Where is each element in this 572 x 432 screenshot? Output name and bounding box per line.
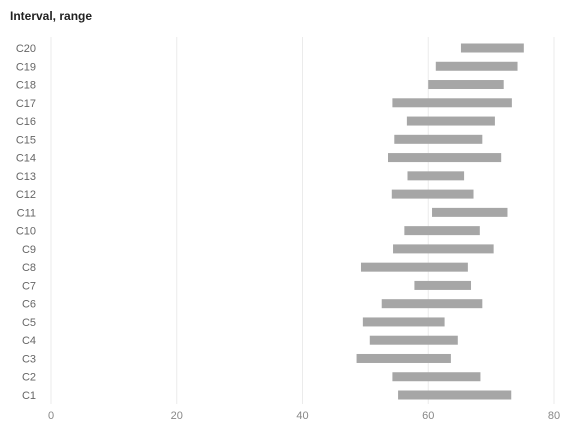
y-tick-label: C1 <box>22 390 36 402</box>
y-tick-label: C6 <box>22 299 36 311</box>
range-bar <box>392 98 512 108</box>
range-bar <box>432 207 508 217</box>
range-bar <box>388 153 502 163</box>
x-tick-label: 0 <box>48 410 54 422</box>
y-tick-label: C7 <box>22 280 36 292</box>
range-bar <box>435 61 518 71</box>
grid-lines <box>50 37 555 404</box>
y-tick-label: C9 <box>22 244 36 256</box>
y-tick-label: C3 <box>22 353 36 365</box>
range-bar <box>398 390 512 400</box>
range-bar <box>362 317 445 327</box>
y-tick-label: C16 <box>16 116 36 128</box>
range-bars <box>356 43 524 400</box>
range-bar <box>406 116 495 126</box>
y-tick-label: C5 <box>22 317 36 329</box>
y-tick-label: C18 <box>16 80 36 92</box>
y-tick-label: C10 <box>16 226 36 238</box>
x-tick-label: 80 <box>548 410 560 422</box>
range-bar <box>391 189 474 199</box>
range-bar <box>414 280 472 290</box>
y-tick-label: C19 <box>16 61 36 73</box>
range-bar <box>460 43 524 53</box>
x-tick-label: 60 <box>422 410 434 422</box>
x-tick-label: 40 <box>296 410 308 422</box>
range-bar <box>393 244 494 254</box>
y-tick-label: C11 <box>17 207 36 219</box>
y-tick-label: C14 <box>16 153 36 165</box>
range-bar <box>356 353 451 363</box>
y-tick-label: C8 <box>22 262 36 274</box>
range-bar <box>404 226 480 236</box>
range-bar <box>392 372 481 382</box>
y-axis-tick-labels: C1 C2 C3 C4 C5 C6 C7 C8 C9 C10 C11 C12 C13 C14 C15 C16 C… <box>16 43 36 402</box>
y-tick-label: C15 <box>16 134 36 146</box>
range-bar <box>407 171 465 181</box>
y-tick-label: C2 <box>22 372 36 384</box>
range-bar <box>428 80 504 90</box>
range-bar <box>381 299 483 309</box>
x-tick-label: 20 <box>171 410 183 422</box>
y-tick-label: C20 <box>16 43 36 55</box>
range-bar <box>369 335 458 345</box>
x-axis-tick-labels: 0 20 40 60 80 <box>48 410 560 422</box>
y-tick-label: C12 <box>16 189 36 201</box>
y-tick-label: C4 <box>22 335 36 347</box>
y-tick-label: C17 <box>16 98 36 110</box>
range-bar <box>394 134 483 144</box>
y-tick-label: C13 <box>16 171 36 183</box>
range-bar <box>360 262 468 272</box>
chart-title: Interval, range <box>10 9 93 23</box>
